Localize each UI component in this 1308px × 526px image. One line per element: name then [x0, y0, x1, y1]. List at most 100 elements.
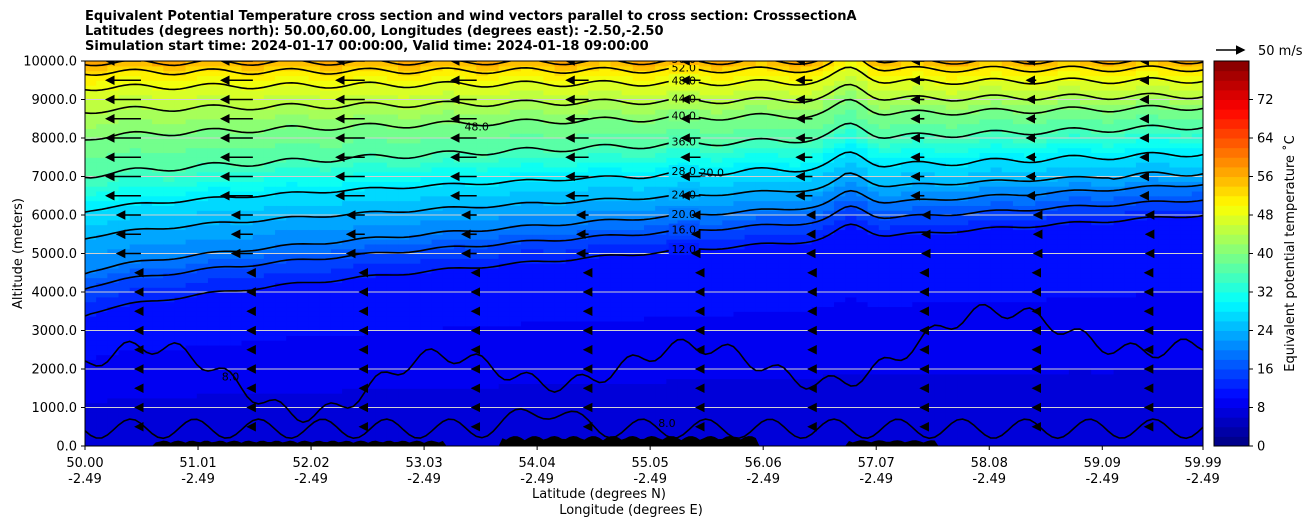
field-cell — [185, 359, 198, 365]
field-cell — [196, 320, 209, 327]
field-cell — [722, 138, 735, 144]
field-cell — [655, 349, 667, 356]
field-cell — [85, 190, 97, 197]
field-cell — [543, 65, 556, 72]
field-cell — [588, 431, 600, 437]
field-cell — [163, 263, 176, 269]
field-cell — [386, 162, 399, 168]
field-cell — [565, 239, 578, 245]
field-cell — [107, 287, 120, 293]
field-cell — [588, 354, 600, 360]
field-cell — [711, 320, 723, 327]
field-cell — [655, 157, 667, 163]
field-cell — [252, 118, 265, 125]
field-cell — [487, 234, 500, 240]
field-cell — [353, 205, 366, 211]
field-cell — [554, 325, 567, 332]
field-cell — [353, 147, 366, 154]
field-cell — [353, 75, 366, 81]
field-cell — [275, 378, 287, 385]
field-cell — [521, 253, 533, 259]
field-cell — [442, 248, 455, 255]
field-cell — [621, 128, 634, 134]
field-cell — [196, 65, 209, 72]
field-cell — [666, 147, 679, 154]
field-cell — [118, 316, 131, 322]
field-cell — [711, 118, 723, 125]
field-cell — [532, 383, 544, 389]
field-cell — [644, 364, 656, 370]
field-cell — [163, 219, 176, 226]
field-cell — [744, 142, 757, 149]
field-cell — [543, 224, 556, 231]
field-cell — [330, 138, 343, 144]
field-cell — [532, 407, 544, 413]
field-cell — [152, 306, 164, 312]
field-cell — [442, 301, 455, 308]
field-cell — [207, 421, 220, 428]
field-cell — [230, 320, 243, 327]
field-cell — [129, 239, 142, 245]
field-cell — [655, 147, 667, 154]
field-cell — [588, 296, 600, 303]
field-cell — [621, 248, 634, 255]
field-cell — [554, 234, 567, 240]
field-cell — [163, 80, 176, 86]
field-cell — [85, 147, 97, 154]
field-cell — [241, 407, 254, 413]
field-cell — [498, 99, 511, 105]
field-cell — [431, 282, 444, 288]
field-cell — [733, 412, 746, 418]
field-cell — [610, 70, 623, 77]
field-cell — [599, 157, 612, 163]
field-cell — [252, 104, 265, 110]
field-cell — [230, 104, 243, 110]
field-cell — [521, 349, 533, 356]
field-cell — [163, 205, 176, 211]
field-cell — [353, 436, 366, 442]
field-cell — [621, 267, 634, 274]
field-cell — [286, 210, 299, 216]
field-cell — [263, 65, 276, 72]
field-cell — [140, 176, 153, 182]
field-cell — [163, 171, 176, 178]
field-cell — [107, 335, 120, 341]
field-cell — [431, 417, 444, 423]
field-cell — [353, 292, 366, 298]
field-cell — [342, 364, 354, 370]
field-cell — [755, 70, 768, 77]
field-cell — [263, 292, 276, 298]
field-cell — [230, 176, 243, 182]
field-cell — [453, 306, 466, 312]
field-cell — [207, 94, 220, 101]
field-cell — [498, 138, 511, 144]
field-cell — [207, 200, 220, 206]
field-cell — [722, 277, 735, 283]
field-cell — [644, 287, 656, 293]
field-cell — [174, 412, 187, 418]
field-cell — [263, 113, 276, 120]
field-cell — [174, 104, 187, 110]
field-cell — [442, 186, 455, 192]
field-cell — [453, 85, 466, 91]
field-cell — [610, 75, 623, 81]
field-cell — [699, 109, 712, 115]
field-cell — [185, 215, 198, 221]
field-cell — [398, 118, 410, 125]
field-cell — [588, 277, 600, 283]
field-cell — [118, 219, 131, 226]
field-cell — [543, 282, 556, 288]
field-cell — [219, 412, 231, 418]
field-cell — [476, 128, 489, 134]
field-cell — [699, 287, 712, 293]
field-cell — [543, 287, 556, 293]
field-cell — [118, 113, 131, 120]
field-cell — [107, 292, 120, 298]
field-cell — [666, 325, 679, 332]
field-cell — [453, 330, 466, 336]
field-cell — [565, 243, 578, 250]
field-cell — [297, 431, 310, 437]
field-cell — [342, 402, 354, 409]
field-cell — [699, 61, 712, 67]
field-cell — [386, 373, 399, 380]
